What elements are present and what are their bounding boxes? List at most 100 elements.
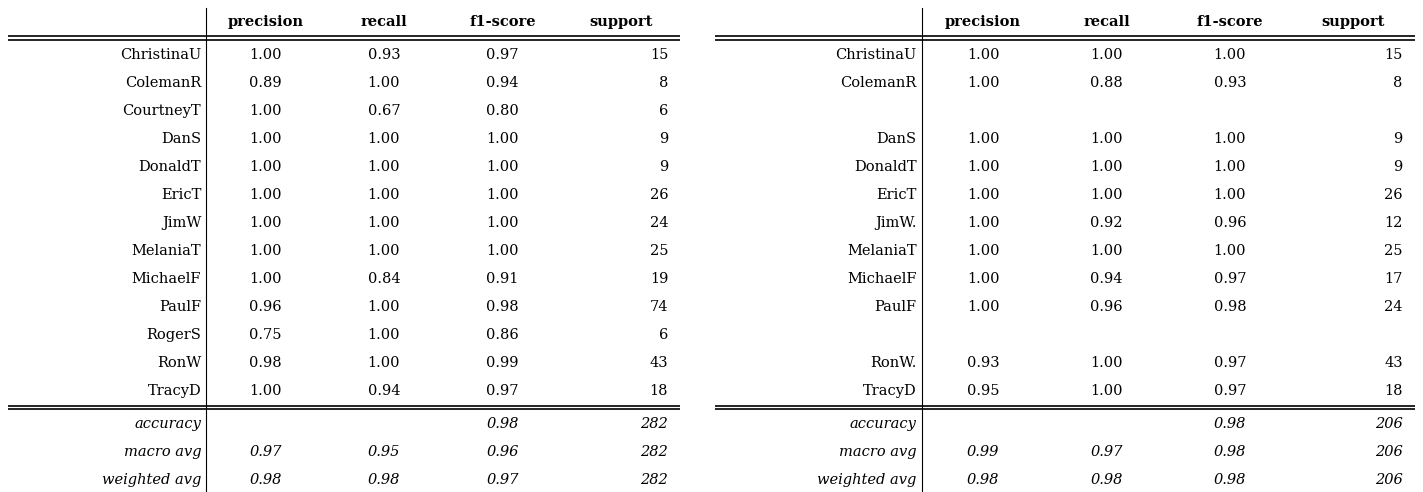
Text: DanS: DanS — [877, 132, 916, 146]
Text: 24: 24 — [650, 216, 669, 230]
Text: 1.00: 1.00 — [1090, 188, 1123, 202]
Text: 0.84: 0.84 — [367, 272, 400, 286]
Text: macro avg: macro avg — [840, 445, 916, 460]
Text: 0.93: 0.93 — [1214, 76, 1247, 90]
Text: TracyD: TracyD — [148, 384, 201, 398]
Text: 0.98: 0.98 — [249, 473, 282, 488]
Text: 1.00: 1.00 — [968, 188, 999, 202]
Text: 1.00: 1.00 — [249, 132, 282, 146]
Text: 1.00: 1.00 — [367, 132, 400, 146]
Text: support: support — [1322, 15, 1385, 29]
Text: accuracy: accuracy — [850, 417, 916, 431]
Text: 206: 206 — [1375, 417, 1403, 431]
Text: 0.97: 0.97 — [1214, 272, 1247, 286]
Text: 1.00: 1.00 — [968, 76, 999, 90]
Text: weighted avg: weighted avg — [817, 473, 916, 488]
Text: 1.00: 1.00 — [367, 76, 400, 90]
Text: 1.00: 1.00 — [1214, 244, 1247, 258]
Text: 17: 17 — [1385, 272, 1403, 286]
Text: MichaelF: MichaelF — [847, 272, 916, 286]
Text: 282: 282 — [640, 417, 669, 431]
Text: 0.96: 0.96 — [487, 445, 518, 460]
Text: 1.00: 1.00 — [968, 160, 999, 174]
Text: 25: 25 — [650, 244, 669, 258]
Text: PaulF: PaulF — [874, 300, 916, 314]
Text: 0.75: 0.75 — [249, 328, 282, 342]
Text: PaulF: PaulF — [159, 300, 201, 314]
Text: 0.98: 0.98 — [1214, 445, 1247, 460]
Text: 15: 15 — [650, 48, 669, 62]
Text: 9: 9 — [659, 132, 669, 146]
Text: 1.00: 1.00 — [1090, 160, 1123, 174]
Text: 0.98: 0.98 — [1090, 473, 1123, 488]
Text: 0.98: 0.98 — [968, 473, 999, 488]
Text: 0.91: 0.91 — [487, 272, 518, 286]
Text: precision: precision — [228, 15, 303, 29]
Text: 12: 12 — [1385, 216, 1403, 230]
Text: 9: 9 — [659, 160, 669, 174]
Text: 1.00: 1.00 — [968, 244, 999, 258]
Text: 0.93: 0.93 — [367, 48, 400, 62]
Text: 1.00: 1.00 — [367, 160, 400, 174]
Text: 206: 206 — [1375, 473, 1403, 488]
Text: 1.00: 1.00 — [1214, 48, 1247, 62]
Text: 0.93: 0.93 — [966, 356, 999, 370]
Text: 0.97: 0.97 — [487, 48, 518, 62]
Text: 0.97: 0.97 — [249, 445, 282, 460]
Text: ColemanR: ColemanR — [125, 76, 201, 90]
Text: 1.00: 1.00 — [249, 48, 282, 62]
Text: DonaldT: DonaldT — [138, 160, 201, 174]
Text: 1.00: 1.00 — [249, 272, 282, 286]
Text: 0.99: 0.99 — [487, 356, 518, 370]
Text: 1.00: 1.00 — [487, 244, 518, 258]
Text: 18: 18 — [650, 384, 669, 398]
Text: 0.94: 0.94 — [1090, 272, 1123, 286]
Text: 1.00: 1.00 — [1214, 132, 1247, 146]
Text: 1.00: 1.00 — [367, 328, 400, 342]
Text: 0.98: 0.98 — [487, 300, 518, 314]
Text: MelaniaT: MelaniaT — [847, 244, 916, 258]
Text: 1.00: 1.00 — [1214, 160, 1247, 174]
Text: 0.95: 0.95 — [367, 445, 400, 460]
Text: 0.96: 0.96 — [1214, 216, 1247, 230]
Text: 74: 74 — [650, 300, 669, 314]
Text: 1.00: 1.00 — [367, 300, 400, 314]
Text: 0.97: 0.97 — [1090, 445, 1123, 460]
Text: 6: 6 — [659, 328, 669, 342]
Text: accuracy: accuracy — [134, 417, 201, 431]
Text: DanS: DanS — [161, 132, 201, 146]
Text: f1-score: f1-score — [1197, 15, 1264, 29]
Text: 1.00: 1.00 — [1090, 356, 1123, 370]
Text: 0.99: 0.99 — [968, 445, 999, 460]
Text: 1.00: 1.00 — [487, 132, 518, 146]
Text: JimW: JimW — [162, 216, 201, 230]
Text: 1.00: 1.00 — [249, 244, 282, 258]
Text: ChristinaU: ChristinaU — [120, 48, 201, 62]
Text: 1.00: 1.00 — [1090, 48, 1123, 62]
Text: 0.96: 0.96 — [249, 300, 282, 314]
Text: precision: precision — [945, 15, 1022, 29]
Text: 1.00: 1.00 — [249, 188, 282, 202]
Text: 19: 19 — [650, 272, 669, 286]
Text: support: support — [589, 15, 653, 29]
Text: 1.00: 1.00 — [367, 216, 400, 230]
Text: JimW.: JimW. — [875, 216, 916, 230]
Text: 1.00: 1.00 — [487, 188, 518, 202]
Text: 0.98: 0.98 — [1214, 417, 1247, 431]
Text: recall: recall — [360, 15, 407, 29]
Text: 1.00: 1.00 — [487, 216, 518, 230]
Text: RonW: RonW — [157, 356, 201, 370]
Text: 1.00: 1.00 — [968, 272, 999, 286]
Text: 0.88: 0.88 — [1090, 76, 1123, 90]
Text: 1.00: 1.00 — [249, 160, 282, 174]
Text: 0.97: 0.97 — [487, 384, 518, 398]
Text: 1.00: 1.00 — [1214, 188, 1247, 202]
Text: CourtneyT: CourtneyT — [122, 104, 201, 118]
Text: 9: 9 — [1393, 160, 1403, 174]
Text: 0.97: 0.97 — [487, 473, 518, 488]
Text: 0.97: 0.97 — [1214, 384, 1247, 398]
Text: 8: 8 — [1393, 76, 1403, 90]
Text: 1.00: 1.00 — [968, 48, 999, 62]
Text: 1.00: 1.00 — [487, 160, 518, 174]
Text: 1.00: 1.00 — [249, 384, 282, 398]
